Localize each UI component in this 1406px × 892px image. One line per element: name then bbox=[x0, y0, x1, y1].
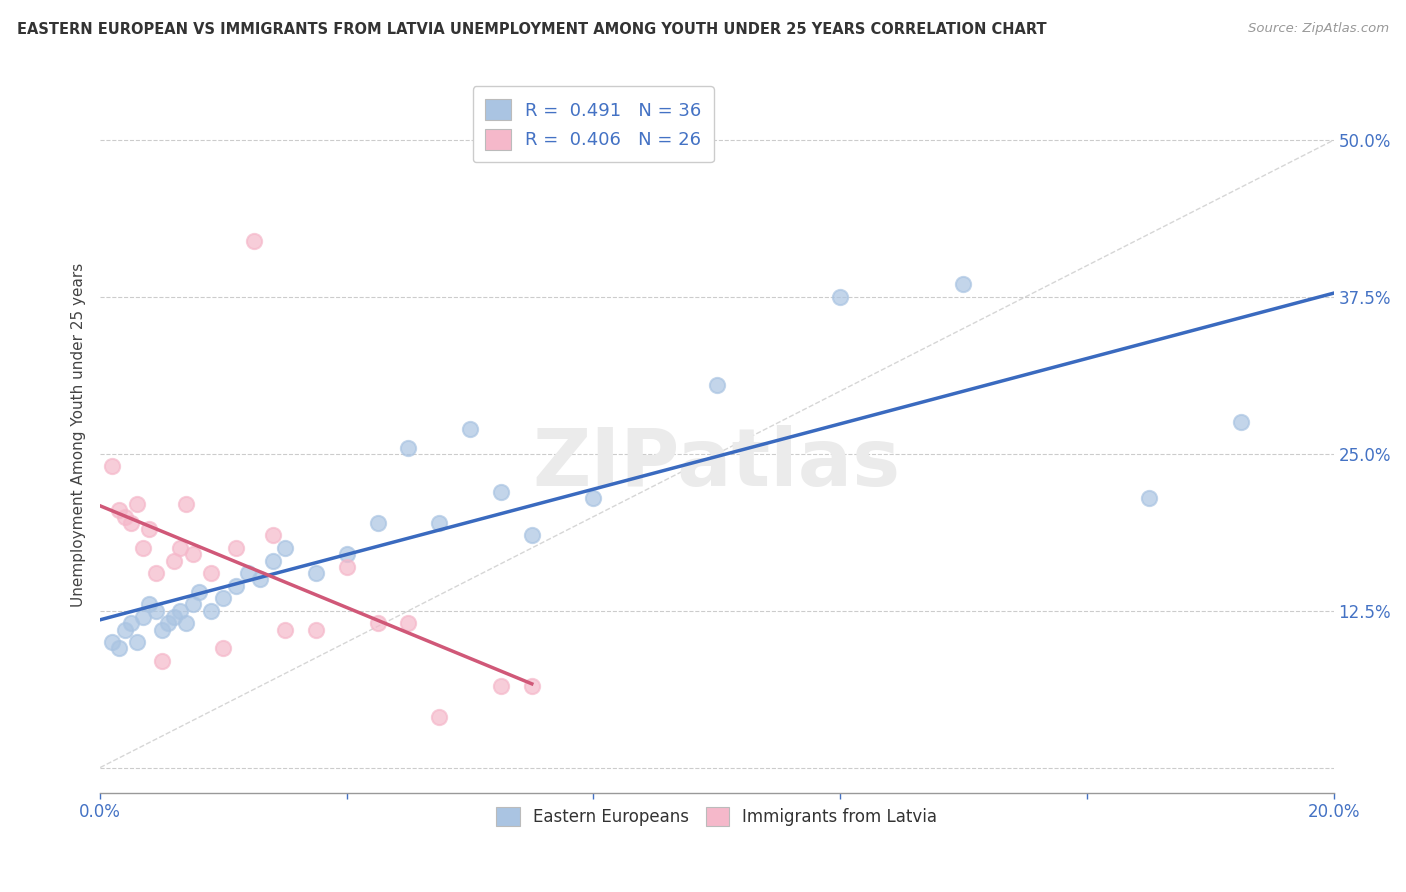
Point bbox=[156, 616, 179, 631]
Point bbox=[200, 566, 222, 580]
Point bbox=[1137, 491, 1160, 505]
Point bbox=[398, 616, 420, 631]
Point bbox=[138, 522, 160, 536]
Point bbox=[127, 497, 149, 511]
Point bbox=[489, 679, 512, 693]
Point bbox=[305, 623, 328, 637]
Point bbox=[181, 598, 204, 612]
Point bbox=[367, 616, 389, 631]
Point bbox=[107, 641, 129, 656]
Point bbox=[225, 541, 247, 555]
Point bbox=[1230, 416, 1253, 430]
Point bbox=[274, 623, 297, 637]
Point bbox=[120, 516, 142, 530]
Point bbox=[336, 559, 359, 574]
Point bbox=[138, 598, 160, 612]
Point bbox=[274, 541, 297, 555]
Point bbox=[145, 604, 167, 618]
Point bbox=[120, 616, 142, 631]
Point bbox=[830, 290, 852, 304]
Point bbox=[145, 566, 167, 580]
Point bbox=[225, 579, 247, 593]
Text: EASTERN EUROPEAN VS IMMIGRANTS FROM LATVIA UNEMPLOYMENT AMONG YOUTH UNDER 25 YEA: EASTERN EUROPEAN VS IMMIGRANTS FROM LATV… bbox=[17, 22, 1046, 37]
Point bbox=[952, 277, 974, 292]
Point bbox=[132, 541, 155, 555]
Point bbox=[163, 553, 186, 567]
Point bbox=[236, 566, 259, 580]
Point bbox=[262, 553, 284, 567]
Point bbox=[305, 566, 328, 580]
Point bbox=[101, 459, 124, 474]
Point bbox=[114, 623, 136, 637]
Point bbox=[169, 604, 191, 618]
Legend: Eastern Europeans, Immigrants from Latvia: Eastern Europeans, Immigrants from Latvi… bbox=[488, 798, 946, 834]
Point bbox=[150, 623, 173, 637]
Point bbox=[114, 509, 136, 524]
Point bbox=[706, 377, 728, 392]
Point bbox=[169, 541, 191, 555]
Point bbox=[582, 491, 605, 505]
Point bbox=[212, 591, 235, 606]
Point bbox=[398, 441, 420, 455]
Point bbox=[212, 641, 235, 656]
Point bbox=[181, 547, 204, 561]
Point bbox=[163, 610, 186, 624]
Point bbox=[520, 679, 543, 693]
Point bbox=[367, 516, 389, 530]
Point bbox=[132, 610, 155, 624]
Point bbox=[262, 528, 284, 542]
Point bbox=[458, 422, 481, 436]
Point bbox=[101, 635, 124, 649]
Point bbox=[489, 484, 512, 499]
Y-axis label: Unemployment Among Youth under 25 years: Unemployment Among Youth under 25 years bbox=[72, 263, 86, 607]
Point bbox=[243, 234, 266, 248]
Point bbox=[336, 547, 359, 561]
Point bbox=[187, 585, 209, 599]
Point bbox=[127, 635, 149, 649]
Text: ZIPatlas: ZIPatlas bbox=[533, 425, 901, 503]
Point bbox=[520, 528, 543, 542]
Point bbox=[249, 572, 271, 586]
Point bbox=[427, 710, 450, 724]
Point bbox=[107, 503, 129, 517]
Text: Source: ZipAtlas.com: Source: ZipAtlas.com bbox=[1249, 22, 1389, 36]
Point bbox=[176, 616, 198, 631]
Point bbox=[427, 516, 450, 530]
Point bbox=[176, 497, 198, 511]
Point bbox=[200, 604, 222, 618]
Point bbox=[150, 654, 173, 668]
